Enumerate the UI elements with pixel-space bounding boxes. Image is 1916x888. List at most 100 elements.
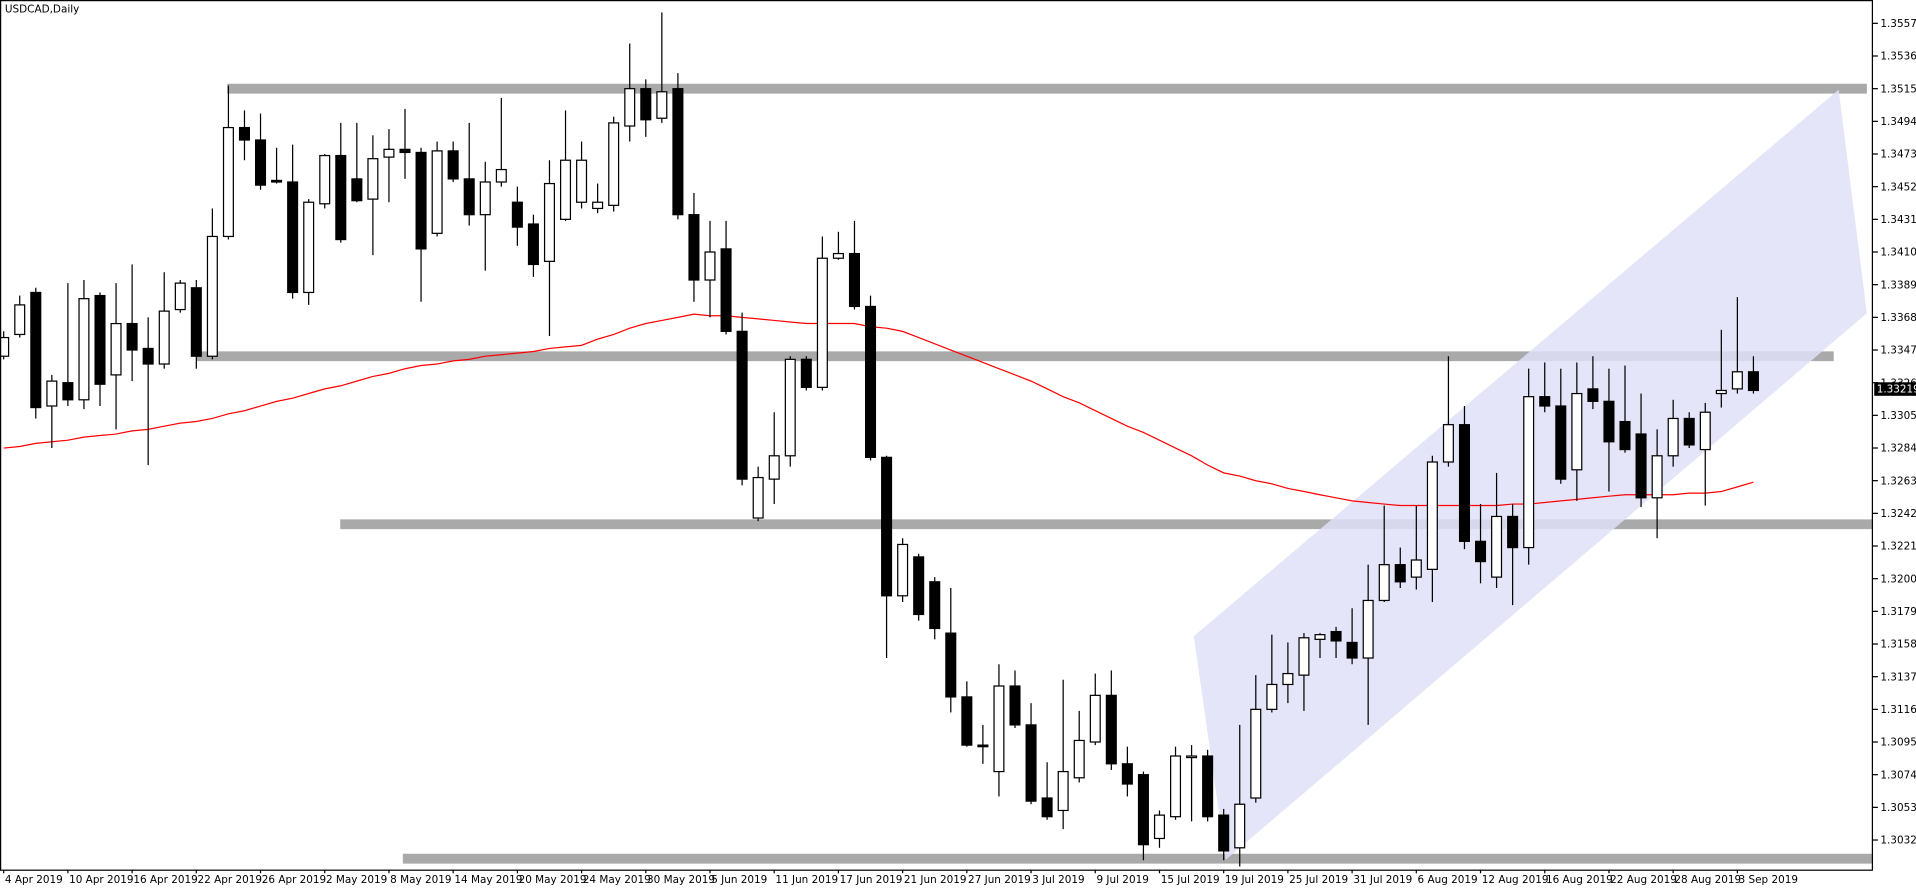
candle-body xyxy=(222,126,234,238)
candle-body xyxy=(1089,694,1101,743)
candle-body xyxy=(1298,637,1310,676)
candle-body xyxy=(1587,388,1599,402)
candle-body xyxy=(1378,564,1390,602)
candle-body xyxy=(816,257,828,388)
candle-body xyxy=(1073,739,1085,779)
candle-body xyxy=(1507,515,1519,549)
candle-body xyxy=(1699,411,1711,451)
x-tick-label: 4 Apr 2019 xyxy=(5,874,63,886)
x-tick-label: 31 Jul 2019 xyxy=(1353,874,1412,886)
x-tick-label: 3 Sep 2019 xyxy=(1739,874,1798,886)
x-tick-label: 16 Aug 2019 xyxy=(1546,874,1613,886)
candle-body xyxy=(592,201,604,210)
x-tick-label: 14 May 2019 xyxy=(454,874,522,886)
candle-body xyxy=(720,248,732,332)
y-tick-label: 1.34940 xyxy=(1880,116,1916,128)
candle-body xyxy=(752,476,764,519)
y-tick-label: 1.30320 xyxy=(1880,835,1916,847)
candle-body xyxy=(848,252,861,308)
y-tick-label: 1.34310 xyxy=(1880,214,1916,226)
candle-body xyxy=(1442,424,1454,463)
y-tick-label: 1.33890 xyxy=(1880,279,1916,291)
y-tick-label: 1.32630 xyxy=(1880,475,1916,487)
candle-body xyxy=(1137,774,1149,846)
y-tick-label: 1.35360 xyxy=(1880,51,1916,63)
candle-body xyxy=(977,744,989,748)
candle-body xyxy=(383,148,395,158)
y-tick-label: 1.34730 xyxy=(1880,149,1916,161)
x-tick-label: 22 Apr 2019 xyxy=(198,874,262,886)
candle-body xyxy=(768,455,780,480)
y-tick-label: 1.33470 xyxy=(1880,345,1916,357)
candle-body xyxy=(1394,564,1406,583)
candle-body xyxy=(174,282,186,311)
y-tick-label: 1.34100 xyxy=(1880,247,1916,259)
candle-body xyxy=(865,305,877,458)
candle-body xyxy=(672,88,684,216)
x-tick-label: 2 May 2019 xyxy=(326,874,387,886)
x-tick-label: 15 Jul 2019 xyxy=(1161,874,1220,886)
y-tick-label: 1.32840 xyxy=(1880,443,1916,455)
y-tick-label: 1.31160 xyxy=(1880,704,1916,716)
candle-body xyxy=(1475,540,1487,563)
x-tick-label: 16 Apr 2019 xyxy=(133,874,197,886)
candle-body xyxy=(1250,708,1262,799)
x-tick-label: 27 Jun 2019 xyxy=(968,874,1031,886)
candle-body xyxy=(1202,755,1214,818)
y-tick-label: 1.30740 xyxy=(1880,769,1916,781)
candle-body xyxy=(881,456,893,597)
x-tick-label: 22 Aug 2019 xyxy=(1610,874,1677,886)
candle-body xyxy=(0,336,10,357)
candle-body xyxy=(110,322,122,376)
candle-body xyxy=(945,632,957,698)
candle-body xyxy=(271,179,283,183)
candle-body xyxy=(1266,683,1278,710)
candle-body xyxy=(62,382,74,401)
candle-body xyxy=(30,291,42,409)
candle-body xyxy=(46,380,58,407)
candle-body xyxy=(287,181,299,294)
current-price-label: 1.33219 xyxy=(1877,384,1916,396)
candle-body xyxy=(1555,405,1567,480)
candle-body xyxy=(142,347,154,365)
candle-body xyxy=(254,139,267,186)
candle-body xyxy=(543,182,556,262)
y-tick-label: 1.32420 xyxy=(1880,508,1916,520)
y-tick-label: 1.30530 xyxy=(1880,802,1916,814)
candle-body xyxy=(1170,755,1182,818)
x-tick-label: 19 Jul 2019 xyxy=(1225,874,1284,886)
chart-title: USDCAD,Daily xyxy=(5,3,79,15)
candle-body xyxy=(351,178,363,202)
candle-body xyxy=(399,148,411,154)
candles-layer xyxy=(0,12,1759,867)
candle-body xyxy=(511,201,523,228)
candle-body xyxy=(897,543,909,597)
candle-body xyxy=(1121,763,1133,785)
x-tick-label: 25 Jul 2019 xyxy=(1289,874,1348,886)
x-tick-label: 26 Apr 2019 xyxy=(262,874,326,886)
x-tick-label: 3 Jul 2019 xyxy=(1032,874,1084,886)
candle-body xyxy=(1571,392,1583,471)
candle-body xyxy=(1715,389,1727,395)
candle-body xyxy=(993,685,1005,773)
candle-body xyxy=(1025,724,1037,802)
candle-body xyxy=(1731,371,1743,390)
candle-body xyxy=(1041,797,1053,818)
candle-body xyxy=(1458,424,1471,542)
candle-body xyxy=(1105,694,1117,765)
candle-body xyxy=(1346,641,1358,659)
y-tick-label: 1.34520 xyxy=(1880,181,1916,193)
x-tick-label: 28 Aug 2019 xyxy=(1674,874,1741,886)
y-tick-label: 1.31580 xyxy=(1880,639,1916,651)
candle-body xyxy=(1410,559,1422,578)
candle-body xyxy=(1539,396,1551,407)
candle-body xyxy=(1523,396,1535,549)
candle-body xyxy=(303,201,315,294)
candle-body xyxy=(704,251,716,281)
candle-body xyxy=(640,88,652,121)
y-tick-label: 1.35150 xyxy=(1880,83,1916,95)
y-tick-label: 1.35570 xyxy=(1880,18,1916,30)
candle-body xyxy=(1635,433,1647,499)
candle-body xyxy=(736,330,748,480)
x-tick-label: 30 May 2019 xyxy=(647,874,715,886)
